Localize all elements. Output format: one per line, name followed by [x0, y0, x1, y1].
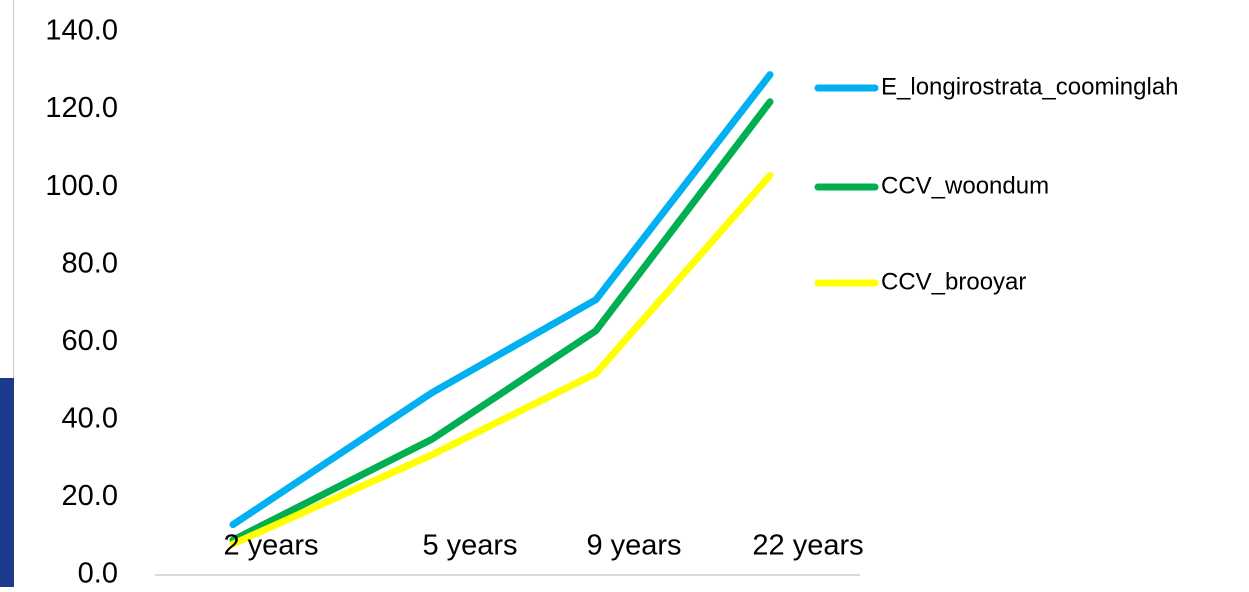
y-axis-ticks: 0.0 20.0 40.0 60.0 80.0 100.0 120.0 140.0: [45, 15, 118, 590]
x-tick-label: 9 years: [586, 530, 681, 562]
y-tick-label: 40.0: [62, 403, 118, 435]
legend-label-0: E_longirostrata_coominglah: [881, 73, 1179, 100]
y-tick-label: 0.0: [78, 558, 118, 587]
y-tick-label: 100.0: [45, 170, 118, 202]
series-line-1: [229, 98, 774, 544]
y-tick-label: 120.0: [45, 92, 118, 124]
side-strip-dark: [0, 378, 14, 587]
x-axis-ticks: 2 years 5 years 9 years 22 years: [223, 530, 863, 562]
y-tick-label: 60.0: [62, 325, 118, 357]
y-tick-label: 140.0: [45, 15, 118, 47]
series-line-0: [229, 71, 774, 529]
series-line-2: [229, 172, 774, 548]
x-tick-label: 5 years: [422, 530, 517, 562]
x-tick-label: 2 years: [223, 530, 318, 562]
x-tick-label: 22 years: [752, 530, 863, 562]
side-strip-light: [0, 0, 14, 378]
series-lines: [229, 71, 774, 548]
legend-label-1: CCV_woondum: [881, 172, 1049, 199]
legend: E_longirostrata_coominglah CCV_woondum CCV…: [814, 73, 1179, 295]
y-tick-label: 80.0: [62, 247, 118, 279]
side-color-strip: [0, 0, 14, 587]
y-tick-label: 20.0: [62, 480, 118, 512]
legend-label-2: CCV_brooyar: [881, 268, 1026, 295]
